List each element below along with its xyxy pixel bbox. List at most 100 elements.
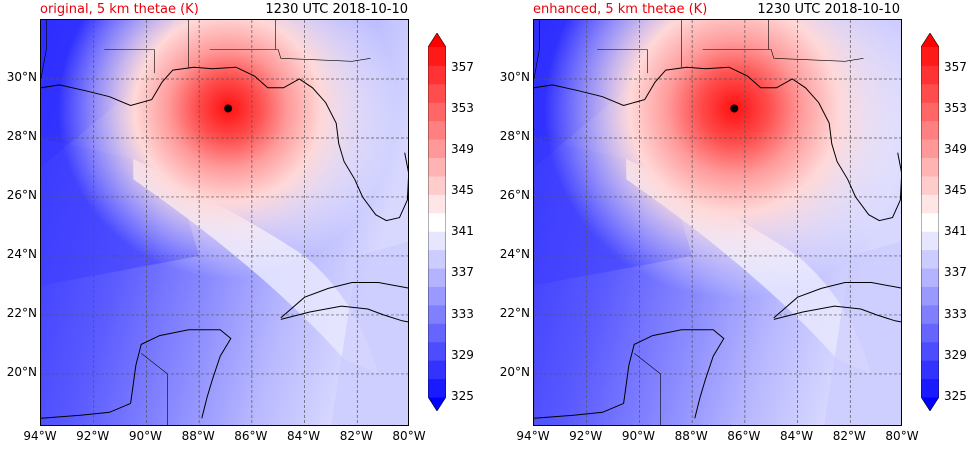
x-tick-label: 86°W [727,429,761,443]
panel-title: enhanced, 5 km thetae (K) [533,2,708,17]
colorbar [920,32,940,412]
colorbar-level [921,341,939,361]
x-tick-label: 80°W [392,429,426,443]
x-tick-label: 84°W [286,429,321,443]
colorbar-level [921,378,939,398]
colorbar-level [921,157,939,177]
colorbar-level [428,286,446,306]
colorbar-level [921,102,939,122]
coastline [280,305,408,323]
colorbar-level [921,304,939,324]
x-tick-label: 86°W [234,429,268,443]
x-tick-label: 90°W [128,429,162,443]
colorbar-level [921,268,939,287]
colorbar-tick-label: 329 [451,347,474,362]
border-line [209,49,371,62]
y-tick-label: 30°N [6,69,37,84]
colorbar-tick-label: 357 [451,59,474,74]
colorbar-level [428,268,446,287]
coastline [773,305,901,323]
x-tick-label: 82°W [339,429,373,443]
storm-field [544,20,901,299]
coastline [773,282,901,319]
colorbar [427,32,447,412]
colorbar-level [428,231,446,251]
colorbar-level [428,47,446,66]
heatmap-field [534,20,901,425]
x-tick-label: 84°W [779,429,814,443]
storm-center-marker [730,104,739,113]
border-line [702,49,864,62]
storm-field [58,20,399,279]
map-original [40,19,409,426]
heatmap-field [41,20,408,425]
field-high-region [824,241,901,425]
y-tick-label: 20°N [6,364,37,379]
colorbar-level [428,83,446,103]
y-tick-label: 26°N [499,187,530,202]
colorbar-level [428,175,446,195]
colorbar-tick-label: 337 [944,265,967,280]
border-line [41,20,47,80]
colorbar-level [921,139,939,159]
x-tick-label: 94°W [23,429,57,443]
colorbar-level [428,249,446,269]
colorbar-level [921,65,939,85]
colorbar-level [428,139,446,159]
border-line [141,353,168,425]
colorbar-tick-label: 325 [944,389,967,403]
x-tick-label: 80°W [885,429,919,443]
colorbar-extend-min [428,397,446,411]
y-tick-label: 24°N [499,246,530,261]
colorbar-tick-label: 353 [451,100,474,115]
colorbar-level [428,157,446,177]
colorbar-extend-min [921,397,939,411]
y-tick-label: 22°N [6,305,37,320]
colorbar-tick-label: 333 [451,306,474,321]
colorbar-tick-label: 333 [944,306,967,321]
colorbar-tick-label: 329 [944,347,967,362]
colorbar-level [921,249,939,269]
colorbar-level [428,323,446,343]
coastline [41,66,408,222]
border-line [597,49,648,74]
colorbar-level [921,212,939,232]
colorbar-tick-label: 345 [944,183,967,198]
y-tick-label: 28°N [499,128,530,143]
colorbar-tick-label: 349 [944,141,967,156]
x-tick-label: 82°W [832,429,866,443]
colorbar-level [428,65,446,85]
colorbar-tick-label: 341 [451,224,474,239]
x-tick-label: 88°W [181,429,215,443]
colorbar-level [921,286,939,306]
y-tick-label: 22°N [499,305,530,320]
storm-center-marker [224,104,233,113]
y-tick-label: 28°N [6,128,37,143]
colorbar-tick-label: 345 [451,183,474,198]
colorbar-tick-label: 349 [451,141,474,156]
map-enhanced [533,19,902,426]
coastline [534,402,624,419]
coastline [623,329,725,419]
colorbar-extend-max [428,33,446,47]
x-tick-label: 94°W [516,429,550,443]
border-line [534,20,540,80]
coastline [280,282,408,319]
colorbar-level [921,360,939,380]
border-line [104,49,155,74]
colorbar-level [428,341,446,361]
coastline [534,66,901,222]
panel-time: 1230 UTC 2018-10-10 [757,2,900,17]
coastline [41,402,131,419]
colorbar-level [428,120,446,140]
colorbar-level [428,212,446,232]
colorbar-level [921,175,939,195]
colorbar-extend-max [921,33,939,47]
x-tick-label: 92°W [76,429,110,443]
colorbar-level [921,231,939,251]
colorbar-level [921,47,939,66]
y-tick-label: 24°N [6,246,37,261]
x-tick-label: 92°W [569,429,603,443]
colorbar-level [428,360,446,380]
coastline [130,329,232,419]
